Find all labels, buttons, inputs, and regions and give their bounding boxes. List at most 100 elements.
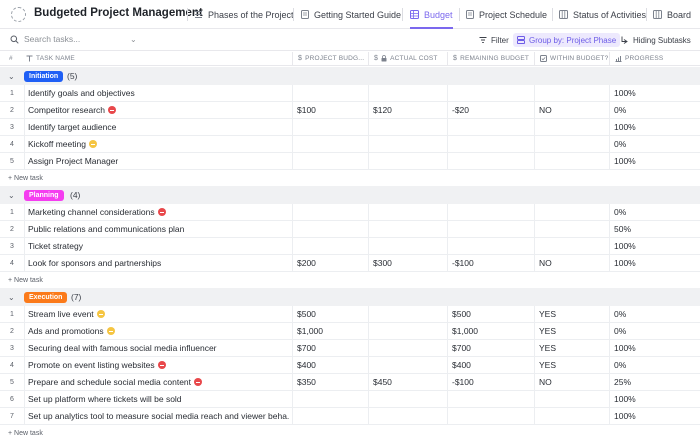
budget-cell[interactable]: $1,000: [297, 326, 323, 336]
within-cell[interactable]: NO: [539, 377, 552, 387]
budget-cell[interactable]: [297, 119, 365, 135]
filter-button[interactable]: Filter: [475, 33, 513, 47]
within-cell[interactable]: YES: [539, 309, 557, 319]
progress-cell[interactable]: 100%: [614, 88, 636, 98]
table-row[interactable]: 5 Assign Project Manager 100%: [0, 153, 700, 170]
remaining-cell[interactable]: $400: [452, 360, 471, 370]
within-cell[interactable]: [539, 221, 607, 237]
remaining-cell[interactable]: [452, 204, 532, 220]
new-task-button[interactable]: + New task: [8, 174, 43, 182]
actual-cell[interactable]: $120: [373, 105, 392, 115]
budget-cell[interactable]: [297, 408, 365, 424]
remaining-cell[interactable]: [452, 408, 532, 424]
table-row[interactable]: 7 Set up analytics tool to measure social…: [0, 408, 700, 425]
remaining-cell[interactable]: $500: [452, 309, 471, 319]
table-row[interactable]: 1 Stream live event $500 $500 YES 0%: [0, 306, 700, 323]
progress-cell[interactable]: 100%: [614, 343, 636, 353]
actual-cell[interactable]: [373, 408, 445, 424]
task-name-cell[interactable]: Ads and promotions: [28, 323, 290, 339]
group-header-planning[interactable]: ⌄ Planning (4): [0, 186, 700, 204]
table-row[interactable]: 3 Identify target audience 100%: [0, 119, 700, 136]
tab-budget[interactable]: Budget: [410, 0, 453, 29]
remaining-cell[interactable]: [452, 238, 532, 254]
tab-status-of-activities[interactable]: Status of Activities: [559, 0, 646, 29]
table-row[interactable]: 6 Set up platform where tickets will be s…: [0, 391, 700, 408]
within-cell[interactable]: [539, 204, 607, 220]
actual-cell[interactable]: [373, 136, 445, 152]
table-row[interactable]: 2 Competitor research $100 $120 -$20 NO 0%: [0, 102, 700, 119]
task-name-cell[interactable]: Set up analytics tool to measure social …: [28, 408, 290, 424]
within-cell[interactable]: [539, 391, 607, 407]
table-row[interactable]: 3 Ticket strategy 100%: [0, 238, 700, 255]
task-name-cell[interactable]: Kickoff meeting: [28, 136, 290, 152]
table-row[interactable]: 4 Look for sponsors and partnerships $200 $…: [0, 255, 700, 272]
table-row[interactable]: 5 Prepare and schedule social media conte…: [0, 374, 700, 391]
actual-cell[interactable]: $300: [373, 258, 392, 268]
within-cell[interactable]: YES: [539, 326, 557, 336]
remaining-cell[interactable]: [452, 119, 532, 135]
table-row[interactable]: 1 Identify goals and objectives 100%: [0, 85, 700, 102]
actual-cell[interactable]: [373, 221, 445, 237]
actual-cell[interactable]: $450: [373, 377, 392, 387]
table-row[interactable]: 2 Ads and promotions $1,000 $1,000 YES 0%: [0, 323, 700, 340]
budget-cell[interactable]: $700: [297, 343, 316, 353]
task-name-cell[interactable]: Stream live event: [28, 306, 290, 322]
budget-cell[interactable]: $400: [297, 360, 316, 370]
tab-project-schedule[interactable]: Project Schedule: [466, 0, 547, 29]
task-name-cell[interactable]: Identify target audience: [28, 119, 290, 135]
tab-phases-of-the-project[interactable]: Phases of the Project: [194, 0, 294, 29]
chevron-down-icon[interactable]: ⌄: [8, 190, 15, 200]
table-row[interactable]: 1 Marketing channel considerations 0%: [0, 204, 700, 221]
actual-cell[interactable]: [373, 323, 445, 339]
actual-cell[interactable]: [373, 391, 445, 407]
budget-cell[interactable]: $500: [297, 309, 316, 319]
actual-cell[interactable]: [373, 153, 445, 169]
remaining-cell[interactable]: -$100: [452, 377, 474, 387]
tab-board[interactable]: Board: [653, 0, 691, 29]
task-name-cell[interactable]: Marketing channel considerations: [28, 204, 290, 220]
progress-cell[interactable]: 0%: [614, 207, 627, 217]
new-task-button[interactable]: + New task: [8, 429, 43, 437]
budget-cell[interactable]: $100: [297, 105, 316, 115]
chevron-down-icon[interactable]: ⌄: [8, 292, 15, 302]
progress-cell[interactable]: 0%: [614, 139, 627, 149]
budget-cell[interactable]: [297, 85, 365, 101]
budget-cell[interactable]: [297, 221, 365, 237]
task-name-cell[interactable]: Ticket strategy: [28, 238, 290, 254]
within-cell[interactable]: [539, 238, 607, 254]
col-header-progress[interactable]: PROGRESS: [615, 51, 663, 66]
col-header-actual-cost[interactable]: $ ACTUAL COST: [374, 51, 438, 66]
col-header-task-name[interactable]: TASK NAME: [26, 51, 75, 66]
progress-cell[interactable]: 100%: [614, 241, 636, 251]
table-row[interactable]: 3 Securing deal with famous social media …: [0, 340, 700, 357]
task-name-cell[interactable]: Set up platform where tickets will be so…: [28, 391, 290, 407]
budget-cell[interactable]: [297, 204, 365, 220]
actual-cell[interactable]: [373, 204, 445, 220]
progress-cell[interactable]: 0%: [614, 309, 627, 319]
within-cell[interactable]: NO: [539, 105, 552, 115]
task-name-cell[interactable]: Competitor research: [28, 102, 290, 118]
progress-cell[interactable]: 0%: [614, 326, 627, 336]
within-cell[interactable]: [539, 85, 607, 101]
budget-cell[interactable]: [297, 136, 365, 152]
actual-cell[interactable]: [373, 306, 445, 322]
task-name-cell[interactable]: Securing deal with famous social media i…: [28, 340, 290, 356]
remaining-cell[interactable]: -$20: [452, 105, 470, 115]
chevron-down-icon[interactable]: ⌄: [130, 35, 137, 44]
actual-cell[interactable]: [373, 119, 445, 135]
within-cell[interactable]: [539, 408, 607, 424]
remaining-cell[interactable]: [452, 153, 532, 169]
group-header-initiation[interactable]: ⌄ Initiation (5): [0, 67, 700, 85]
new-task-button[interactable]: + New task: [8, 276, 43, 284]
progress-cell[interactable]: 100%: [614, 394, 636, 404]
actual-cell[interactable]: [373, 340, 445, 356]
actual-cell[interactable]: [373, 85, 445, 101]
progress-cell[interactable]: 50%: [614, 224, 632, 234]
chevron-down-icon[interactable]: ⌄: [8, 71, 15, 81]
within-cell[interactable]: YES: [539, 360, 557, 370]
group-header-execution[interactable]: ⌄ Execution (7): [0, 288, 700, 306]
actual-cell[interactable]: [373, 357, 445, 373]
budget-cell[interactable]: $350: [297, 377, 316, 387]
progress-cell[interactable]: 25%: [614, 377, 632, 387]
remaining-cell[interactable]: [452, 391, 532, 407]
